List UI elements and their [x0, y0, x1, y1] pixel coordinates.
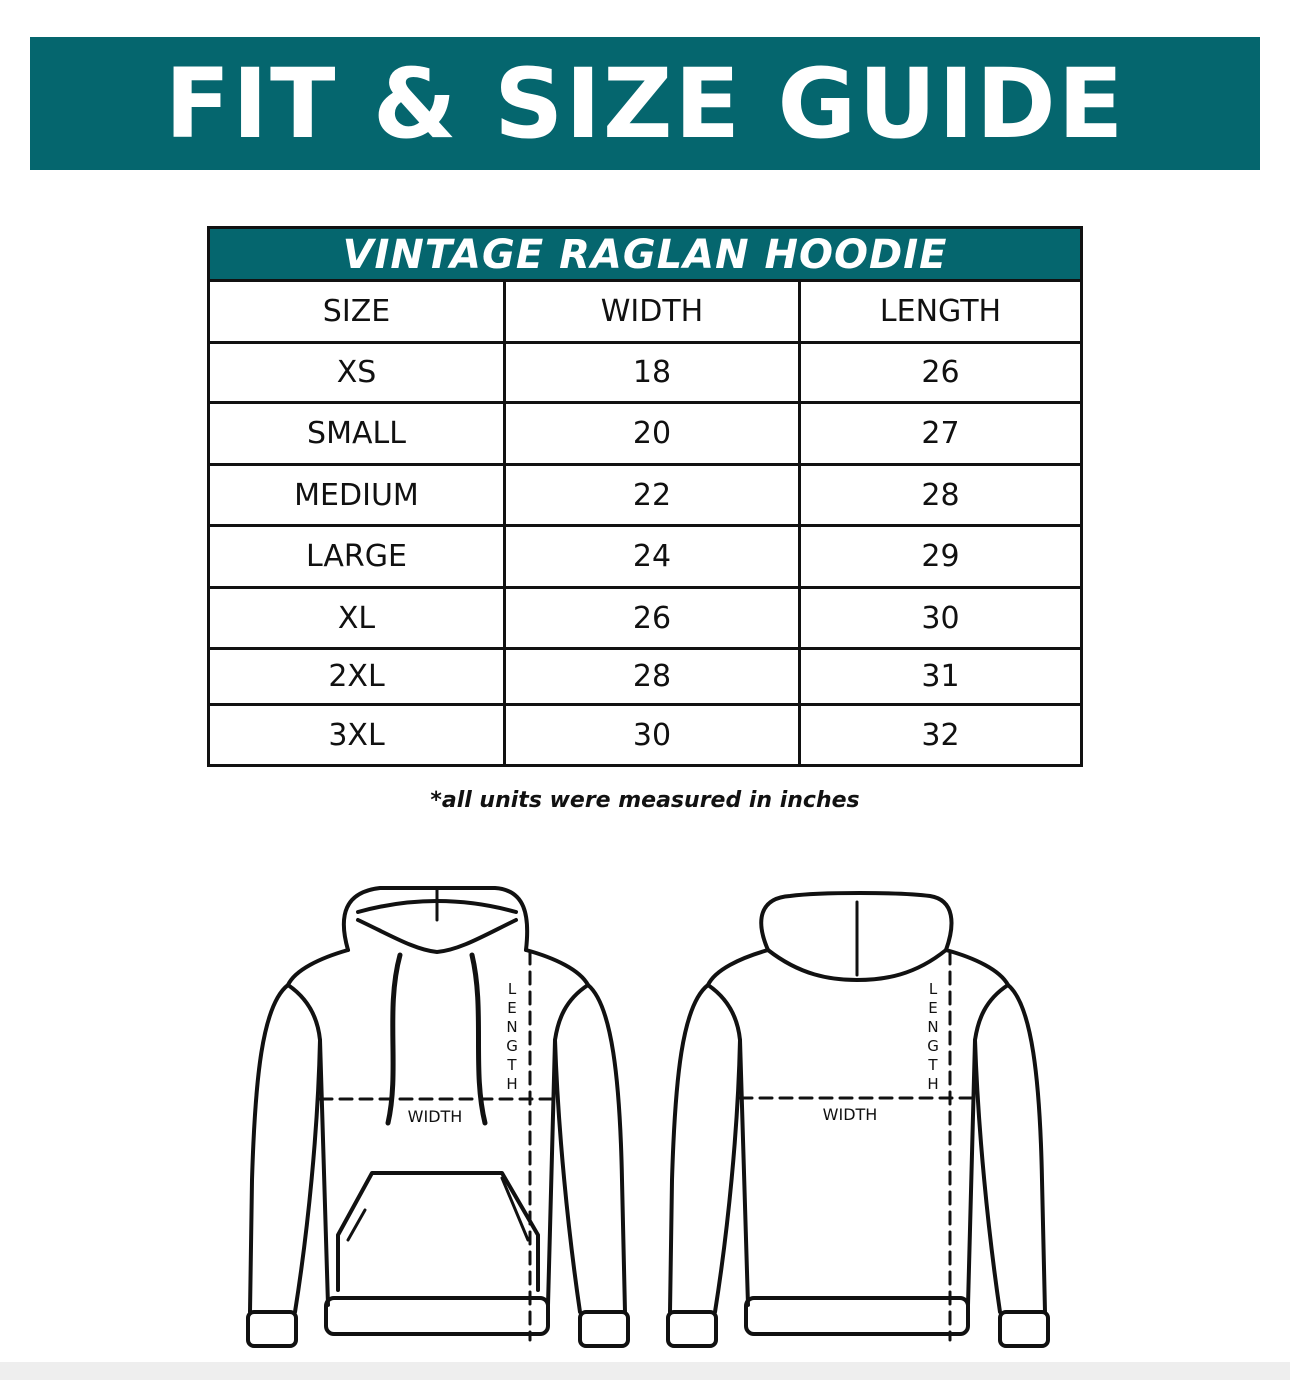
header-size: SIZE: [210, 282, 506, 341]
cell-size: 3XL: [210, 706, 506, 764]
cell-length: 29: [921, 539, 960, 574]
table-title: VINTAGE RAGLAN HOODIE: [210, 229, 1080, 282]
cell-size: LARGE: [210, 527, 506, 586]
left-cuff: [666, 1310, 718, 1348]
page-title: FIT & SIZE GUIDE: [164, 47, 1126, 160]
table-row: SMALL 20 27: [210, 404, 1080, 466]
table-row: XS 18 26: [210, 344, 1080, 404]
header-width: WIDTH: [506, 282, 801, 341]
right-cuff: [998, 1310, 1050, 1348]
cell-width: 18: [506, 344, 801, 401]
body-outline: [248, 948, 627, 1314]
length-label: LENGTH: [924, 980, 942, 1094]
cell-size: SMALL: [210, 404, 506, 463]
cell-length: 28: [921, 477, 960, 513]
width-label: WIDTH: [408, 1107, 463, 1126]
right-cuff: [578, 1310, 630, 1348]
cell-length: 30: [921, 600, 960, 636]
header-length: LENGTH: [879, 294, 1002, 329]
cell-length: 27: [921, 416, 960, 451]
width-label: WIDTH: [823, 1105, 878, 1124]
cell-length: 32: [921, 717, 960, 753]
cell-width: 26: [506, 589, 801, 647]
cell-size: XS: [210, 344, 506, 401]
cell-size: 2XL: [210, 650, 506, 703]
kangaroo-pocket: [336, 1171, 540, 1292]
units-note: *all units were measured in inches: [430, 788, 860, 813]
hood-outline: [341, 886, 530, 952]
length-label: LENGTH: [503, 980, 521, 1094]
hem-band: [744, 1296, 970, 1336]
table-header-row: SIZE WIDTH LENGTH: [210, 282, 1080, 344]
back-hoodie-diagram: WIDTH LENGTH: [660, 880, 1060, 1362]
title-banner: FIT & SIZE GUIDE: [30, 37, 1260, 170]
drawstring-left: [385, 952, 403, 1126]
cell-width: 24: [506, 527, 801, 586]
body-outline: [668, 948, 1047, 1314]
hood-outline: [759, 891, 954, 952]
cell-size: MEDIUM: [210, 466, 506, 524]
cell-length: 26: [921, 355, 960, 390]
left-cuff: [246, 1310, 298, 1348]
drawstring-right: [469, 952, 488, 1126]
size-table: VINTAGE RAGLAN HOODIE SIZE WIDTH LENGTH …: [207, 226, 1083, 767]
table-row: XL 26 30: [210, 589, 1080, 650]
cell-width: 22: [506, 466, 801, 524]
cell-width: 28: [506, 650, 801, 703]
cell-width: 30: [506, 706, 801, 764]
cell-width: 20: [506, 404, 801, 463]
table-row: MEDIUM 22 28: [210, 466, 1080, 527]
bottom-edge: [0, 1362, 1290, 1380]
hem-band: [324, 1296, 550, 1336]
front-hoodie-diagram: WIDTH LENGTH: [240, 880, 640, 1362]
cell-length: 31: [921, 659, 960, 694]
cell-size: XL: [210, 589, 506, 647]
table-row: 2XL 28 31: [210, 650, 1080, 706]
table-row: LARGE 24 29: [210, 527, 1080, 589]
table-row: 3XL 30 32: [210, 706, 1080, 764]
